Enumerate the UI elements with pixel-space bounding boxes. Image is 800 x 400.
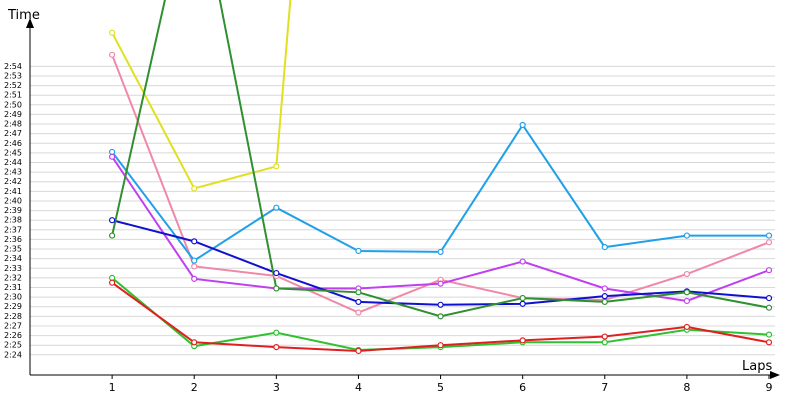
point-marker [355, 247, 362, 255]
y-axis-label: Time [7, 8, 40, 23]
y-tick-label: 2:42 [4, 177, 22, 186]
y-tick-label: 2:43 [4, 168, 22, 177]
y-tick-label: 2:32 [4, 273, 22, 282]
point-marker [765, 232, 773, 239]
x-tick-label: 6 [519, 381, 526, 394]
y-tick-label: 2:30 [4, 293, 22, 302]
point-marker [109, 217, 116, 224]
y-tick-label: 2:28 [4, 312, 22, 321]
point-marker [601, 339, 608, 346]
x-tick-label: 4 [355, 381, 362, 394]
y-tick-label: 2:48 [4, 120, 22, 129]
y-tick-label: 2:44 [4, 158, 22, 167]
y-tick-label: 2:35 [4, 245, 22, 254]
y-axis-arrow [26, 18, 34, 28]
plot-area [109, 0, 773, 355]
point-marker [191, 339, 198, 346]
point-marker [601, 298, 608, 306]
y-tick-label: 2:39 [4, 206, 22, 215]
point-marker [765, 304, 773, 311]
point-marker [765, 294, 773, 302]
y-tick-label: 2:26 [4, 331, 22, 340]
point-marker [765, 267, 773, 274]
y-tick-label: 2:31 [4, 283, 22, 292]
y-tick-label: 2:54 [4, 62, 22, 71]
point-marker [273, 204, 280, 211]
point-marker [109, 29, 116, 36]
y-tick-label: 2:49 [4, 110, 22, 119]
point-marker [765, 239, 773, 246]
x-tick-label: 1 [109, 381, 116, 394]
point-marker [519, 294, 526, 302]
point-marker [437, 313, 444, 320]
y-tick-label: 2:27 [4, 321, 22, 330]
point-marker [519, 258, 526, 265]
point-marker [437, 342, 444, 349]
x-tick-label: 5 [437, 381, 444, 394]
point-marker [683, 297, 690, 305]
point-marker [765, 339, 773, 346]
y-tick-label: 2:41 [4, 187, 22, 196]
point-marker [109, 279, 116, 286]
y-tick-label: 2:38 [4, 216, 22, 225]
y-tick-label: 2:36 [4, 235, 22, 244]
point-marker [109, 51, 116, 58]
point-marker [519, 121, 526, 129]
point-marker [273, 344, 280, 351]
point-marker [437, 280, 444, 287]
point-marker [273, 285, 280, 292]
point-marker [437, 248, 444, 256]
point-marker [191, 263, 198, 270]
series-line [111, 0, 292, 190]
point-marker [191, 275, 198, 282]
x-tick-label: 2 [191, 381, 198, 394]
x-axis-arrow [770, 371, 780, 379]
y-tick-label: 2:52 [4, 81, 22, 90]
x-axis-label: Laps [742, 359, 772, 374]
y-tick-label: 2:34 [4, 254, 22, 263]
point-marker [765, 331, 773, 338]
y-tick-label: 2:24 [4, 350, 22, 359]
point-marker [273, 269, 280, 277]
y-tick-label: 2:51 [4, 91, 22, 100]
point-marker [355, 298, 362, 306]
point-marker [519, 337, 526, 344]
x-tick-label: 8 [683, 381, 690, 394]
y-tick-label: 2:53 [4, 71, 22, 80]
y-tick-label: 2:50 [4, 100, 22, 109]
point-marker [355, 309, 362, 316]
point-marker [191, 257, 198, 264]
point-marker [601, 285, 608, 292]
point-marker [519, 300, 526, 307]
point-marker [191, 185, 198, 192]
y-tick-label: 2:37 [4, 225, 22, 234]
grid: 2:242:252:262:272:282:292:302:312:322:33… [4, 62, 775, 394]
x-tick-label: 7 [601, 381, 608, 394]
point-marker [437, 301, 444, 308]
point-marker [273, 329, 280, 336]
point-marker [683, 270, 690, 278]
point-marker [683, 232, 690, 239]
point-marker [601, 244, 608, 251]
y-tick-label: 2:45 [4, 148, 22, 157]
x-tick-label: 9 [766, 381, 773, 394]
y-tick-label: 2:40 [4, 196, 22, 205]
point-marker [109, 232, 116, 239]
point-marker [273, 163, 280, 170]
y-tick-label: 2:29 [4, 302, 22, 311]
point-marker [601, 333, 608, 340]
y-tick-label: 2:33 [4, 264, 22, 273]
y-tick-label: 2:47 [4, 129, 22, 138]
point-marker [191, 238, 198, 245]
point-marker [601, 293, 608, 300]
y-tick-label: 2:46 [4, 139, 22, 148]
point-marker [109, 153, 116, 160]
point-marker [683, 289, 690, 296]
point-marker [683, 323, 690, 331]
point-marker [355, 289, 362, 296]
point-marker [355, 347, 362, 355]
x-tick-label: 3 [273, 381, 280, 394]
y-tick-label: 2:25 [4, 341, 22, 350]
